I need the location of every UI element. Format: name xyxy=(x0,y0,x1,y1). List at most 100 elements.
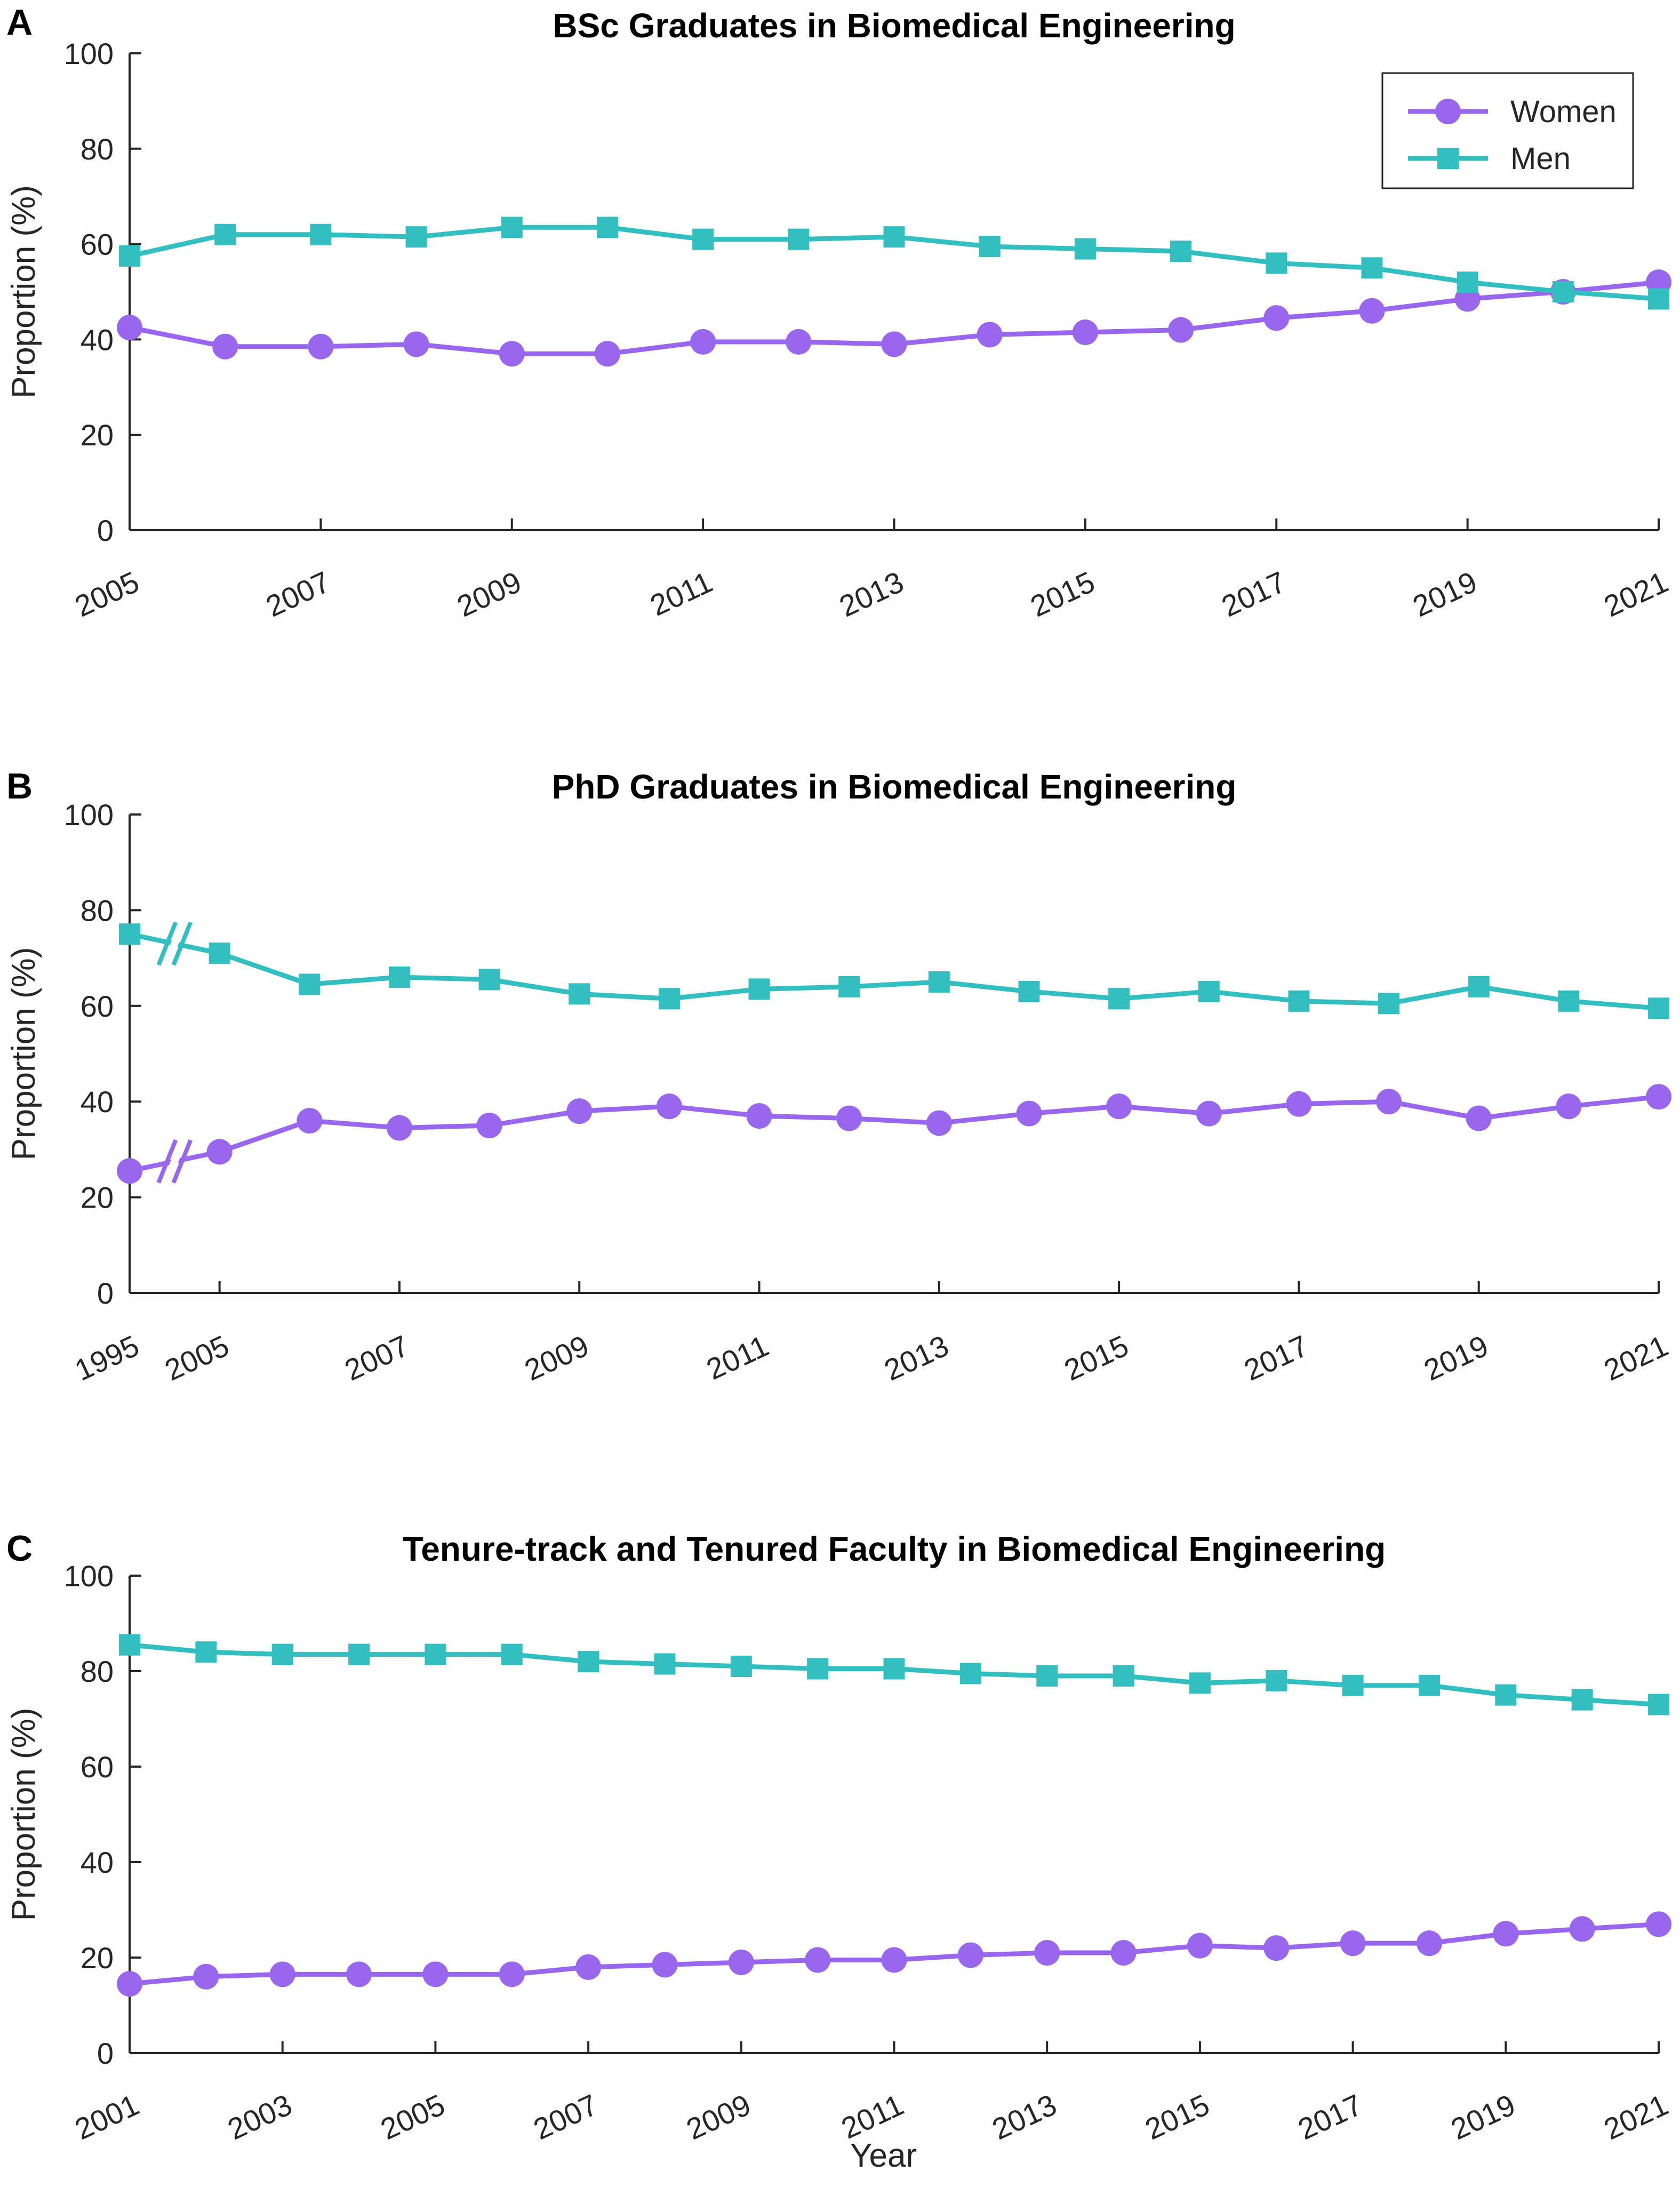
x-tick-label: 2015 xyxy=(1025,565,1100,624)
chart-title-a: BSc Graduates in Biomedical Engineering xyxy=(553,6,1235,45)
x-tick-label: 2009 xyxy=(519,1329,594,1387)
data-point-women xyxy=(422,1961,449,1987)
data-point-men xyxy=(1108,988,1130,1010)
data-point-men xyxy=(209,943,230,964)
legend-label-men: Men xyxy=(1510,141,1571,176)
chart-title-b: PhD Graduates in Biomedical Engineering xyxy=(552,768,1237,806)
data-point-women xyxy=(1416,1930,1442,1957)
data-point-men xyxy=(1648,997,1669,1019)
data-point-men xyxy=(348,1643,370,1665)
x-tick-label: 2011 xyxy=(645,565,717,622)
x-tick-label: 2007 xyxy=(261,565,335,624)
data-point-men xyxy=(1288,990,1310,1012)
panel-letter-c: C xyxy=(6,1528,33,1569)
data-point-men xyxy=(1170,241,1192,262)
y-tick-label: 20 xyxy=(81,1941,114,1975)
data-point-men xyxy=(748,978,770,1000)
y-tick-label: 40 xyxy=(81,1846,114,1879)
data-point-women xyxy=(117,1971,142,1997)
x-tick-label: 2021 xyxy=(1599,565,1674,624)
panel-c: C Tenure-track and Tenured Faculty in Bio… xyxy=(5,1528,1673,2174)
y-tick-label: 0 xyxy=(97,514,114,547)
y-tick-label: 100 xyxy=(64,1559,114,1593)
data-point-men xyxy=(195,1641,217,1663)
data-point-women xyxy=(117,1158,142,1184)
y-tick-label: 40 xyxy=(81,323,114,356)
data-point-men xyxy=(807,1658,829,1680)
data-point-women xyxy=(1263,305,1290,331)
data-point-women xyxy=(206,1139,233,1165)
x-tick-label: 2019 xyxy=(1419,1329,1493,1387)
data-point-women xyxy=(1466,1105,1492,1131)
y-tick-label: 80 xyxy=(81,1655,114,1688)
axis-break-gap xyxy=(169,1154,180,1168)
data-point-women xyxy=(786,329,812,355)
axis-break-mark xyxy=(156,1139,178,1184)
y-tick-label: 80 xyxy=(81,132,114,166)
data-point-women xyxy=(1187,1933,1213,1959)
data-point-men xyxy=(1648,1694,1669,1715)
data-point-women xyxy=(1072,319,1098,345)
data-point-women xyxy=(566,1098,593,1124)
y-tick-label: 0 xyxy=(97,2037,114,2070)
y-axis-label-a: Proportion (%) xyxy=(5,185,42,398)
data-point-women xyxy=(269,1961,295,1987)
data-point-men xyxy=(299,973,321,995)
data-point-men xyxy=(1361,257,1383,279)
data-point-men xyxy=(119,923,140,945)
data-point-men xyxy=(1495,1684,1517,1706)
data-point-men xyxy=(1552,281,1574,302)
data-point-women xyxy=(728,1949,754,1975)
data-point-men xyxy=(654,1653,676,1675)
data-point-men xyxy=(788,228,810,250)
data-point-men xyxy=(405,226,427,248)
data-point-men xyxy=(1648,288,1669,310)
data-point-women xyxy=(1493,1921,1519,1947)
data-point-men xyxy=(883,1658,905,1680)
data-point-women xyxy=(1569,1916,1595,1942)
data-point-men xyxy=(1457,271,1478,293)
data-point-women xyxy=(346,1961,372,1987)
data-point-women xyxy=(193,1963,219,1990)
axis-break-mark xyxy=(171,1139,193,1184)
x-tick-label: 2013 xyxy=(987,2088,1062,2146)
x-tick-label: 2009 xyxy=(452,565,526,624)
data-point-men xyxy=(1198,980,1220,1002)
y-tick-label: 60 xyxy=(81,228,114,261)
axis-break-mark xyxy=(171,921,193,966)
data-point-men xyxy=(425,1643,446,1665)
data-point-men xyxy=(214,223,236,245)
data-point-men xyxy=(501,1643,523,1665)
data-point-men xyxy=(569,983,590,1005)
x-tick-label: 2015 xyxy=(1059,1329,1134,1387)
data-point-men xyxy=(119,1634,140,1656)
data-point-women xyxy=(1646,1084,1671,1110)
data-point-women xyxy=(212,333,238,360)
data-point-women xyxy=(1263,1935,1290,1961)
x-tick-label: 2019 xyxy=(1407,565,1482,624)
data-point-women xyxy=(1556,1093,1582,1120)
x-tick-label: 2009 xyxy=(681,2088,756,2146)
legend-marker-men xyxy=(1437,148,1459,169)
y-tick-label: 60 xyxy=(81,1750,114,1784)
data-point-women xyxy=(1340,1930,1366,1957)
data-point-men xyxy=(928,971,950,993)
legend-marker-women xyxy=(1435,99,1461,124)
data-point-women xyxy=(308,333,334,360)
data-point-women xyxy=(297,1108,323,1134)
data-point-men xyxy=(883,226,905,248)
data-point-women xyxy=(836,1105,862,1131)
x-tick-label: 2007 xyxy=(339,1329,414,1387)
data-point-men xyxy=(692,228,714,250)
y-tick-label: 100 xyxy=(64,37,114,70)
data-point-men xyxy=(838,976,860,997)
x-tick-label: 2003 xyxy=(222,2088,297,2146)
y-tick-label: 20 xyxy=(81,418,114,452)
data-point-men xyxy=(730,1656,752,1678)
data-point-men xyxy=(1036,1665,1058,1687)
data-point-women xyxy=(575,1954,602,1980)
data-point-women xyxy=(1168,317,1194,343)
data-point-women xyxy=(926,1110,952,1136)
data-point-women xyxy=(1034,1940,1060,1966)
